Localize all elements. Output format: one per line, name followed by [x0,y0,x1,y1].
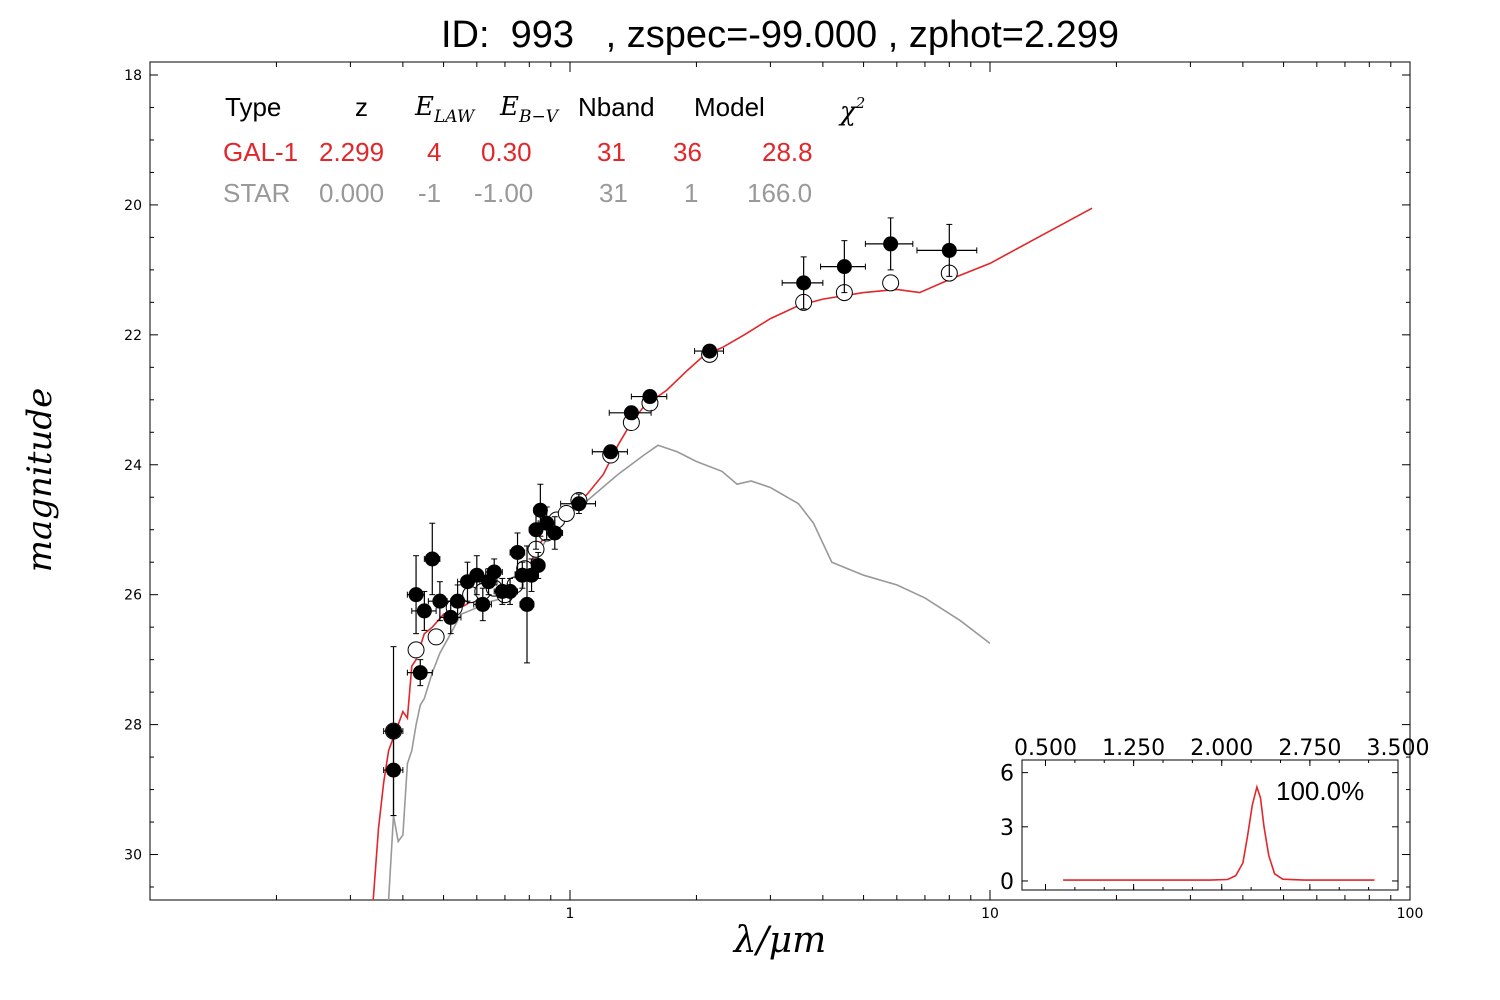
star-nband: 31 [599,178,628,208]
model-magnitude-point [427,628,445,646]
x-tick-label: 10 [981,906,999,922]
pdz-line [1063,784,1375,881]
star-model-line [387,444,991,901]
x-axis-label: λ/μm [733,920,827,961]
observed-magnitude-point [603,444,619,460]
observed-magnitude-point [475,596,491,612]
gal-ebv: 0.30 [481,137,532,167]
y-tick-label: 18 [124,68,142,84]
pdz-axis-ticks: 0.500 1.250 2.000 2.750 3.500 0 3 6 [1000,736,1429,895]
model-magnitude-point [557,504,575,522]
observed-magnitude-point [883,236,899,252]
header-nband: Nband [578,92,655,122]
y-tick-label: 26 [124,588,142,604]
star-elaw: -1 [418,178,442,208]
observed-magnitude-point [450,593,466,609]
photometry-points [383,217,978,817]
observed-magnitude-point [532,502,548,518]
observed-magnitude-point [571,496,587,512]
gal-nband: 31 [597,137,626,167]
y-tick-label: 28 [124,718,142,734]
pdz-y-tick-label: 3 [1000,816,1014,841]
y-tick-label: 24 [124,458,142,474]
observed-magnitude-point [642,389,658,405]
model-curves [372,207,1093,901]
pdz-x-tick-label: 1.250 [1102,736,1165,761]
y-tick-label: 20 [124,198,142,214]
observed-magnitude-point [408,587,424,603]
x-tick-label: 100 [1397,906,1424,922]
pdz-x-tick-label: 3.500 [1367,736,1430,761]
observed-magnitude-point [836,259,852,275]
pdz-x-tick-label: 2.000 [1190,736,1253,761]
observed-magnitude-point [530,557,546,573]
observed-magnitude-point [486,564,502,580]
observed-magnitude-point [386,762,402,778]
pdz-y-tick-label: 0 [1000,870,1014,895]
plot-title: ID: 993 , zspec=-99.000 , zphot=2.299 [440,14,1120,56]
pdz-inset-background [990,760,1398,890]
model-magnitude-point [407,641,425,659]
observed-magnitude-point [547,525,563,541]
y-tick-label: 30 [124,848,142,864]
star-ebv: -1.00 [474,178,534,208]
header-model: Model [694,92,765,122]
galaxy-model-line [372,207,1093,901]
observed-magnitude-point [941,242,957,258]
observed-magnitude-point [702,343,718,359]
model-magnitude-point [882,274,900,292]
observed-magnitude-point [502,583,518,599]
observed-magnitude-point [469,567,485,583]
star-chi2: 166.0 [747,178,813,208]
gal-chi2: 28.8 [762,137,813,167]
header-z: z [355,92,368,122]
observed-magnitude-point [432,593,448,609]
header-type: Type [225,92,282,122]
y-axis-label: magnitude [20,387,60,573]
gal-type: GAL-1 [223,137,299,167]
pdz-x-tick-label: 2.750 [1278,736,1341,761]
observed-magnitude-point [510,544,526,560]
observed-magnitude-point [519,596,535,612]
star-z: 0.000 [319,178,385,208]
pdz-curve [1063,784,1375,881]
header-ebv: EB−V [500,92,558,127]
observed-magnitude-point [623,405,639,421]
pdz-y-tick-label: 6 [1000,762,1014,787]
gal-z: 2.299 [319,137,385,167]
star-model: 1 [684,178,699,208]
pdz-percentage-annotation: 100.0% [1276,776,1365,806]
star-type: STAR [223,178,291,208]
x-tick-label: 1 [566,906,575,922]
observed-magnitude-point [412,665,428,681]
pdz-inset-frame [1021,759,1399,891]
observed-magnitude-point [424,551,440,567]
observed-magnitude-point [796,275,812,291]
header-chi2: χ2 [840,94,866,127]
gal-model: 36 [673,137,702,167]
y-tick-label: 22 [124,328,142,344]
header-elaw: ELAW [415,92,475,127]
observed-magnitude-point [443,609,459,625]
observed-magnitude-point [416,603,432,619]
main-plot-frame [149,61,1411,901]
pdz-x-tick-label: 0.500 [1014,736,1077,761]
gal-elaw: 4 [427,137,442,167]
